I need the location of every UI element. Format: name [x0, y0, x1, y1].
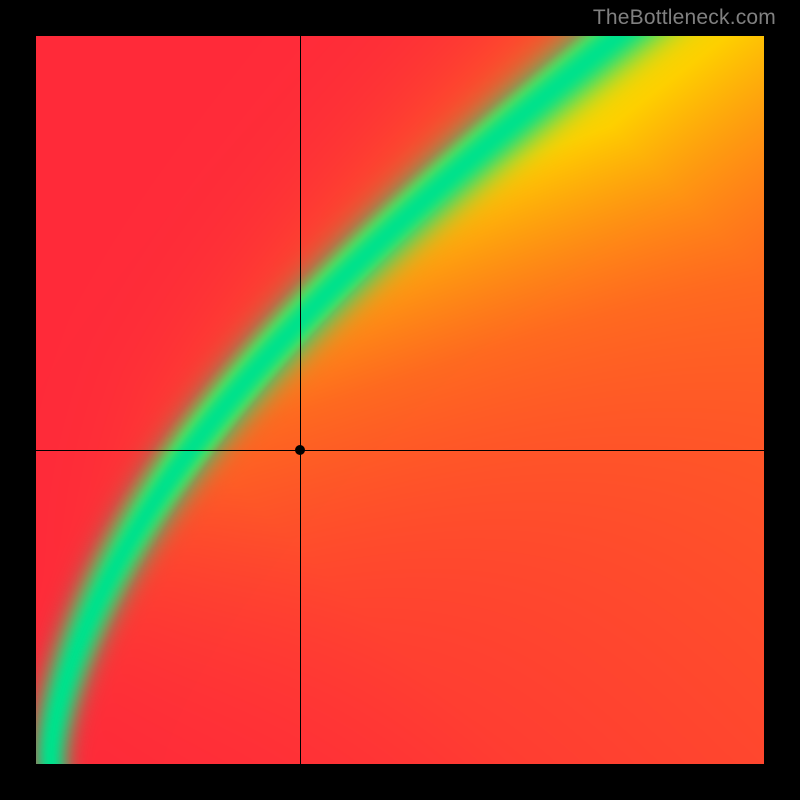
intersection-marker	[295, 445, 305, 455]
watermark-text: TheBottleneck.com	[593, 6, 776, 30]
crosshair-vertical	[300, 36, 301, 764]
heatmap-plot	[36, 36, 764, 764]
crosshair-horizontal	[36, 450, 764, 451]
